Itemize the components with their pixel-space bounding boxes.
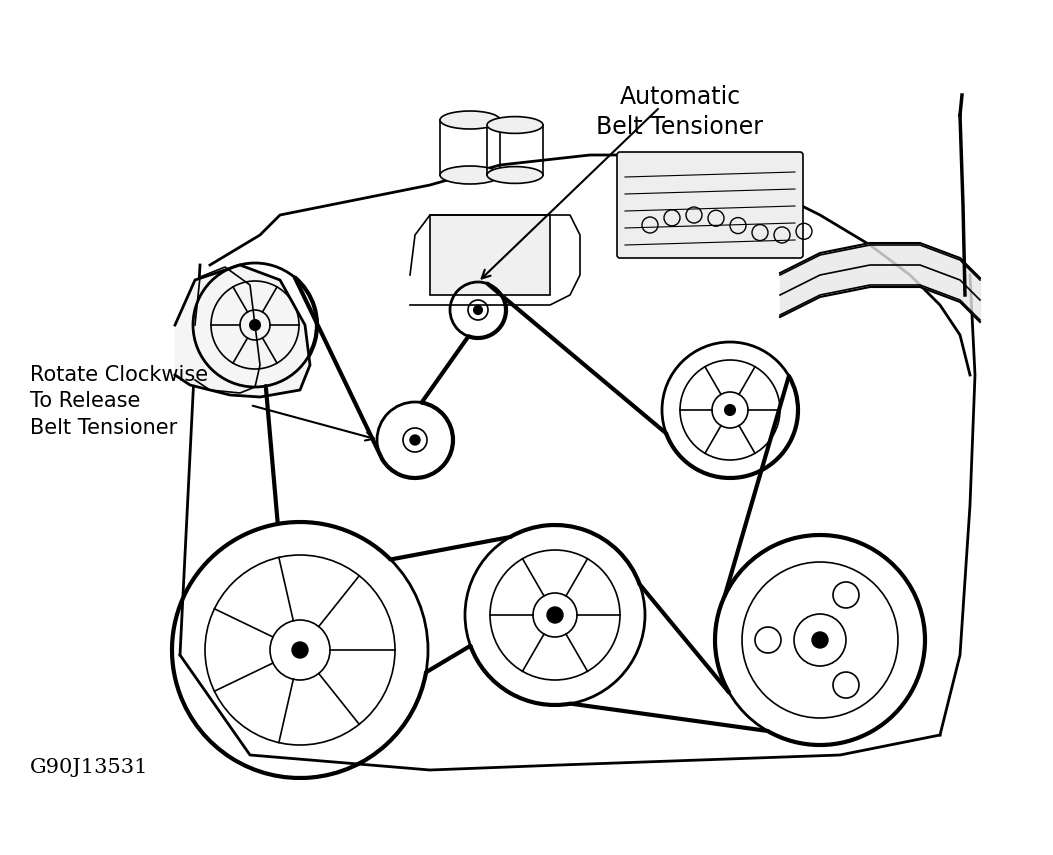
Circle shape xyxy=(474,306,482,314)
FancyBboxPatch shape xyxy=(617,152,803,258)
Circle shape xyxy=(250,320,260,330)
Text: Automatic
Belt Tensioner: Automatic Belt Tensioner xyxy=(596,85,763,139)
Circle shape xyxy=(726,405,735,415)
FancyBboxPatch shape xyxy=(430,215,550,295)
Circle shape xyxy=(292,642,307,658)
Ellipse shape xyxy=(440,111,500,129)
Ellipse shape xyxy=(440,166,500,184)
Circle shape xyxy=(410,435,420,445)
Polygon shape xyxy=(175,265,310,397)
Text: Rotate Clockwise
To Release
Belt Tensioner: Rotate Clockwise To Release Belt Tension… xyxy=(29,365,208,438)
Ellipse shape xyxy=(486,116,543,133)
Ellipse shape xyxy=(486,167,543,184)
Circle shape xyxy=(812,632,828,648)
Text: G90J13531: G90J13531 xyxy=(29,758,148,777)
Circle shape xyxy=(547,607,563,623)
